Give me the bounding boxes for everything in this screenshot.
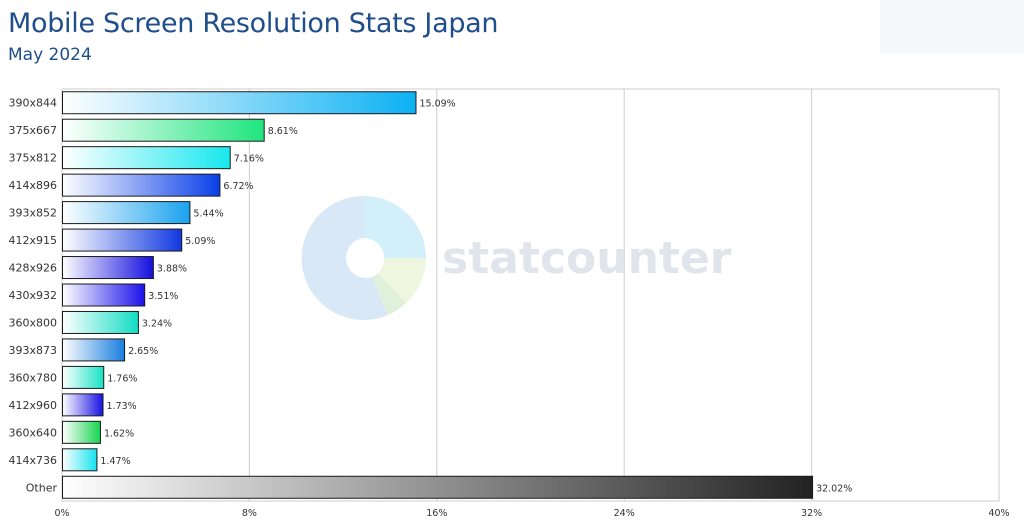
x-tick-label: 8% bbox=[242, 508, 257, 519]
category-label: 375x667 bbox=[8, 124, 57, 137]
category-label: 360x800 bbox=[8, 316, 57, 329]
category-label: 412x915 bbox=[8, 234, 57, 247]
data-label: 6.72% bbox=[223, 181, 253, 192]
category-label: 393x873 bbox=[8, 344, 57, 357]
data-label: 5.09% bbox=[185, 236, 215, 247]
statcounter-watermark-text: statcounter bbox=[442, 233, 732, 284]
grid bbox=[248, 89, 813, 501]
category-label: Other bbox=[26, 481, 58, 494]
category-label: 360x780 bbox=[8, 371, 57, 384]
data-label: 5.44% bbox=[193, 209, 223, 220]
bars bbox=[62, 91, 814, 499]
category-label: 360x640 bbox=[8, 426, 57, 439]
bar[interactable] bbox=[62, 283, 146, 307]
data-label: 2.65% bbox=[128, 346, 158, 357]
statcounter-watermark: statcounter bbox=[301, 195, 732, 320]
bar[interactable] bbox=[62, 228, 183, 252]
data-label: 3.24% bbox=[142, 318, 172, 329]
bar[interactable] bbox=[62, 256, 154, 280]
bar[interactable] bbox=[62, 146, 231, 170]
data-label: 15.09% bbox=[419, 99, 455, 110]
category-label: 412x960 bbox=[8, 399, 57, 412]
x-axis-ticks: 0% 8% 16% 24% 32% 40% bbox=[54, 508, 1009, 519]
x-tick-label: 16% bbox=[426, 508, 447, 519]
value-labels: 15.09% 8.61% 7.16% 6.72% 5.44% 5.09% 3.88% 3.51… bbox=[100, 99, 852, 495]
bar[interactable] bbox=[62, 201, 191, 225]
data-label: 1.47% bbox=[100, 456, 130, 467]
bar[interactable] bbox=[62, 173, 221, 197]
category-label: 428x926 bbox=[8, 262, 57, 275]
data-label: 32.02% bbox=[816, 483, 852, 494]
bar[interactable] bbox=[62, 310, 139, 334]
bar[interactable] bbox=[62, 365, 105, 389]
bar[interactable] bbox=[62, 91, 417, 115]
bar[interactable] bbox=[62, 475, 814, 499]
x-tick-label: 40% bbox=[988, 508, 1009, 519]
x-tick-label: 32% bbox=[801, 508, 822, 519]
chart-title: Mobile Screen Resolution Stats Japan bbox=[8, 8, 499, 39]
x-tick-label: 0% bbox=[54, 508, 69, 519]
chart-subtitle: May 2024 bbox=[8, 45, 92, 65]
bar[interactable] bbox=[62, 338, 126, 362]
category-label: 390x844 bbox=[8, 97, 57, 110]
bar[interactable] bbox=[62, 393, 104, 417]
header-panel bbox=[880, 0, 1024, 54]
category-label: 414x896 bbox=[8, 179, 57, 192]
bar[interactable] bbox=[62, 448, 98, 472]
data-label: 7.16% bbox=[234, 154, 264, 165]
category-label: 375x812 bbox=[8, 152, 57, 165]
category-label: 430x932 bbox=[8, 289, 57, 302]
x-tick-label: 24% bbox=[614, 508, 635, 519]
bar[interactable] bbox=[62, 420, 101, 444]
data-label: 1.73% bbox=[107, 401, 137, 412]
data-label: 1.76% bbox=[107, 373, 137, 384]
bar[interactable] bbox=[62, 118, 265, 142]
category-label: 414x736 bbox=[8, 454, 57, 467]
statcounter-logo-icon bbox=[301, 195, 426, 320]
data-label: 1.62% bbox=[104, 428, 134, 439]
data-label: 8.61% bbox=[268, 126, 298, 137]
data-label: 3.51% bbox=[148, 291, 178, 302]
data-label: 3.88% bbox=[157, 264, 187, 275]
category-labels: 390x844 375x667 375x812 414x896 393x852 412x9… bbox=[8, 97, 57, 495]
category-label: 393x852 bbox=[8, 207, 57, 220]
